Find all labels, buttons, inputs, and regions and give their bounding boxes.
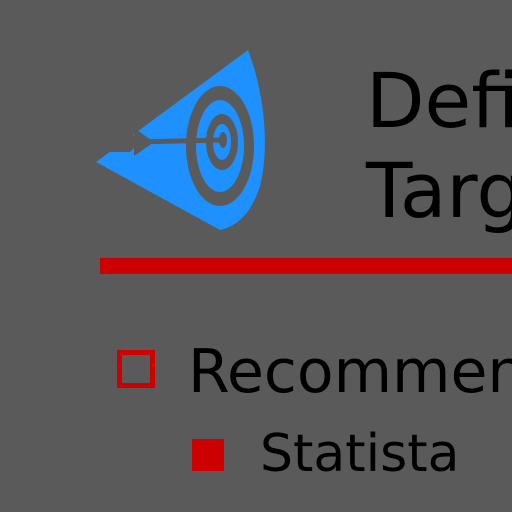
bullet-item-statista: Statista — [260, 424, 460, 484]
bullet-item-recommendation: Recommen — [188, 337, 512, 407]
title-line-2: Targ — [366, 146, 512, 235]
slide-title: Defi Targ — [366, 56, 512, 236]
title-line-1: Defi — [366, 56, 512, 145]
title-divider — [100, 258, 512, 274]
hollow-square-icon — [117, 350, 155, 388]
target-arrow-icon — [96, 50, 265, 230]
filled-square-icon — [192, 439, 224, 471]
